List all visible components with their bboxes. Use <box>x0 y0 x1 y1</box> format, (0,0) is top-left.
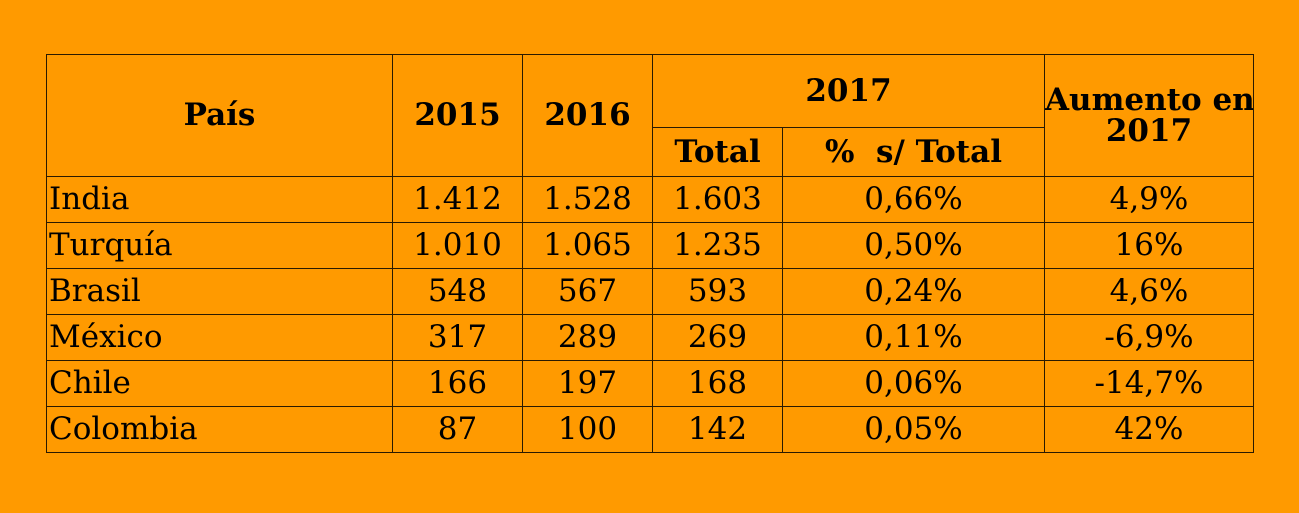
header-pct-total: % s/ Total <box>782 127 1045 177</box>
cell-2017-total: 1.603 <box>652 176 783 223</box>
cell-2016: 1.065 <box>522 222 653 269</box>
table-header: País 2015 2016 2017 Aumento en 2017 Tota… <box>46 54 1254 177</box>
cell-2017-pct: 0,05% <box>782 406 1045 453</box>
cell-2017-pct: 0,24% <box>782 268 1045 315</box>
header-2017: 2017 <box>652 54 1045 128</box>
header-2016: 2016 <box>522 54 653 177</box>
cell-country: Chile <box>46 360 393 407</box>
cell-2015: 548 <box>392 268 523 315</box>
cell-increase: 42% <box>1044 406 1254 453</box>
cell-increase: 4,9% <box>1044 176 1254 223</box>
header-increase: Aumento en 2017 <box>1044 54 1254 177</box>
table-row: Turquía 1.010 1.065 1.235 0,50% 16% <box>46 222 1254 269</box>
cell-increase: -6,9% <box>1044 314 1254 361</box>
cell-2017-total: 142 <box>652 406 783 453</box>
table-row: Chile 166 197 168 0,06% -14,7% <box>46 360 1254 407</box>
header-increase-line1: Aumento en <box>1045 81 1254 118</box>
cell-2016: 289 <box>522 314 653 361</box>
data-table: País 2015 2016 2017 Aumento en 2017 Tota… <box>46 54 1254 453</box>
cell-2017-pct: 0,66% <box>782 176 1045 223</box>
cell-increase: 4,6% <box>1044 268 1254 315</box>
cell-country: Brasil <box>46 268 393 315</box>
cell-2017-total: 593 <box>652 268 783 315</box>
table-row: Colombia 87 100 142 0,05% 42% <box>46 406 1254 453</box>
cell-2016: 100 <box>522 406 653 453</box>
header-row-sub: Total % s/ Total <box>47 127 1254 177</box>
header-country: País <box>46 54 393 177</box>
cell-2017-total: 168 <box>652 360 783 407</box>
header-2015: 2015 <box>392 54 523 177</box>
cell-2017-pct: 0,50% <box>782 222 1045 269</box>
cell-2015: 317 <box>392 314 523 361</box>
cell-2017-total: 1.235 <box>652 222 783 269</box>
cell-2015: 87 <box>392 406 523 453</box>
header-increase-line2: 2017 <box>1105 112 1193 149</box>
table-body: India 1.412 1.528 1.603 0,66% 4,9% Turquía 1.01… <box>46 176 1254 453</box>
cell-2016: 567 <box>522 268 653 315</box>
cell-country: India <box>46 176 393 223</box>
cell-country: México <box>46 314 393 361</box>
header-total: Total <box>652 127 783 177</box>
header-row-top: País 2015 2016 2017 Aumento en 2017 <box>46 54 1254 177</box>
cell-2017-total: 269 <box>652 314 783 361</box>
cell-2015: 166 <box>392 360 523 407</box>
table-row: Brasil 548 567 593 0,24% 4,6% <box>46 268 1254 315</box>
cell-2017-pct: 0,11% <box>782 314 1045 361</box>
table-row: México 317 289 269 0,11% -6,9% <box>46 314 1254 361</box>
cell-increase: -14,7% <box>1044 360 1254 407</box>
cell-2016: 1.528 <box>522 176 653 223</box>
cell-2016: 197 <box>522 360 653 407</box>
table-row: India 1.412 1.528 1.603 0,66% 4,9% <box>46 176 1254 223</box>
cell-increase: 16% <box>1044 222 1254 269</box>
cell-2017-pct: 0,06% <box>782 360 1045 407</box>
cell-country: Turquía <box>46 222 393 269</box>
cell-2015: 1.010 <box>392 222 523 269</box>
cell-country: Colombia <box>46 406 393 453</box>
cell-2015: 1.412 <box>392 176 523 223</box>
